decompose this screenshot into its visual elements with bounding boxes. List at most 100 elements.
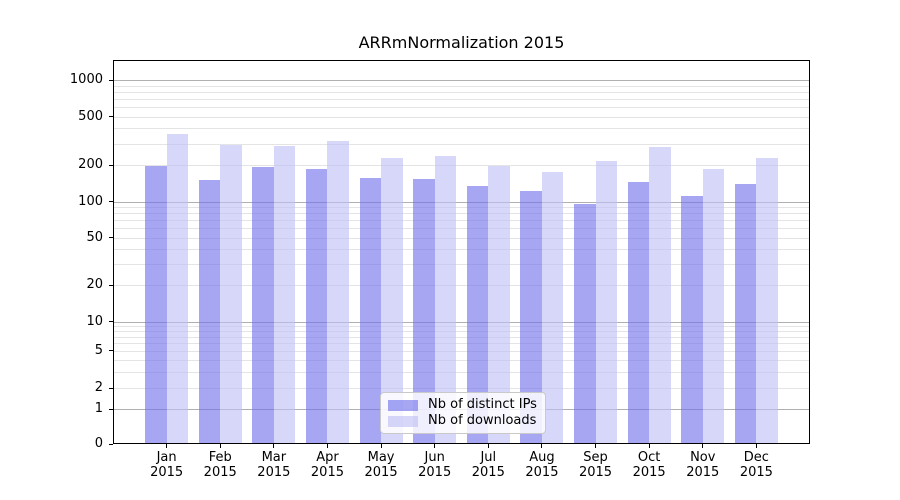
y-tick-mark	[109, 164, 113, 166]
gridline-minor	[114, 85, 809, 87]
bar-nb-of-downloads-feb	[220, 145, 242, 443]
y-tick-label: 20	[86, 277, 103, 293]
bar-nb-of-downloads-sep	[595, 160, 618, 443]
gridline-minor	[114, 336, 809, 338]
legend-label-distinct-ips: Nb of distinct IPs	[428, 397, 537, 412]
bar-nb-of-distinct-ips-feb	[198, 180, 221, 443]
bar-nb-of-distinct-ips-apr	[305, 169, 328, 443]
gridline-minor	[114, 249, 809, 251]
x-tick-mark	[648, 444, 650, 448]
x-tick-mark	[380, 444, 382, 448]
bar-nb-of-distinct-ips-sep	[574, 203, 596, 443]
x-tick-label: May 2015	[364, 450, 398, 480]
y-tick-mark	[109, 284, 113, 286]
gridline-minor	[114, 91, 809, 93]
gridline-major	[114, 201, 809, 203]
y-tick-label: 1000	[69, 72, 103, 87]
y-tick-label: 1	[94, 401, 103, 416]
gridline-minor	[114, 165, 809, 166]
bar-nb-of-distinct-ips-jul	[466, 185, 489, 443]
y-tick-label: 0	[94, 436, 103, 451]
legend-swatch-downloads	[388, 415, 418, 427]
x-tick-mark	[434, 444, 436, 448]
gridline-minor	[114, 143, 809, 145]
bar-nb-of-distinct-ips-nov	[681, 196, 703, 443]
bar-nb-of-downloads-dec	[756, 157, 778, 443]
gridline-minor	[114, 371, 809, 373]
y-tick-mark	[109, 201, 113, 203]
y-tick-mark	[109, 237, 113, 239]
legend-entry-downloads: Nb of downloads	[388, 414, 537, 428]
bar-nb-of-distinct-ips-jun	[413, 178, 435, 443]
y-tick-mark	[109, 321, 113, 323]
x-tick-label: Aug 2015	[525, 450, 559, 480]
y-tick-mark	[109, 79, 113, 81]
gridline-major	[114, 321, 809, 323]
gridline-minor	[114, 331, 809, 333]
x-tick-mark	[326, 444, 328, 448]
x-tick-label: Oct 2015	[632, 450, 666, 480]
y-tick-mark	[109, 443, 113, 445]
x-tick-label: Jun 2015	[418, 450, 452, 480]
x-tick-label: Jan 2015	[150, 450, 184, 480]
bar-nb-of-downloads-jan	[166, 133, 189, 443]
bar-nb-of-downloads-oct	[649, 146, 671, 443]
chart-title: ARRmNormalization 2015	[358, 33, 565, 52]
gridline-minor	[114, 359, 809, 361]
gridline-minor	[114, 116, 809, 118]
y-tick-mark	[109, 387, 113, 389]
gridline-minor	[114, 228, 809, 230]
gridline-major	[114, 80, 809, 81]
gridline-minor	[114, 220, 809, 222]
bar-nb-of-downloads-may	[381, 158, 403, 443]
bar-nb-of-distinct-ips-mar	[252, 167, 274, 443]
gridline-minor	[114, 207, 809, 209]
y-tick-label: 200	[78, 157, 103, 172]
x-tick-label: Jul 2015	[471, 450, 505, 480]
x-tick-mark	[755, 444, 757, 448]
bar-nb-of-distinct-ips-may	[359, 177, 382, 443]
x-tick-label: Mar 2015	[257, 450, 291, 480]
gridline-minor	[114, 98, 809, 100]
gridline-minor	[114, 213, 809, 215]
bar-nb-of-distinct-ips-dec	[734, 184, 757, 443]
y-tick-label: 10	[86, 313, 103, 329]
y-tick-mark	[109, 116, 113, 118]
bar-nb-of-downloads-apr	[327, 141, 349, 443]
y-tick-label: 5	[94, 342, 103, 358]
y-tick-label: 100	[78, 193, 103, 209]
legend-swatch-distinct-ips	[388, 399, 418, 411]
gridline-minor	[114, 264, 809, 266]
x-tick-label: Dec 2015	[739, 450, 773, 480]
x-tick-mark	[541, 444, 543, 448]
x-tick-mark	[219, 444, 221, 448]
gridline-minor	[114, 285, 809, 287]
bar-nb-of-distinct-ips-aug	[520, 190, 542, 443]
x-tick-label: Apr 2015	[310, 450, 344, 480]
plot-area	[113, 60, 810, 444]
x-tick-mark	[595, 444, 597, 448]
bar-nb-of-downloads-mar	[273, 146, 296, 443]
gridline-minor	[114, 326, 809, 328]
x-tick-mark	[487, 444, 489, 448]
bar-nb-of-distinct-ips-oct	[627, 182, 650, 443]
x-tick-mark	[166, 444, 168, 448]
x-tick-label: Sep 2015	[578, 450, 613, 480]
gridline-minor	[114, 343, 809, 345]
legend: Nb of distinct IPs Nb of downloads	[380, 392, 546, 434]
y-tick-mark	[109, 350, 113, 352]
x-tick-label: Feb 2015	[203, 450, 237, 480]
gridline-minor	[114, 237, 809, 239]
bar-nb-of-downloads-jul	[488, 165, 510, 443]
y-tick-mark	[109, 408, 113, 410]
bar-nb-of-downloads-nov	[702, 169, 725, 443]
bar-nb-of-downloads-aug	[541, 171, 564, 443]
y-tick-label: 50	[86, 229, 103, 245]
gridline-minor	[114, 107, 809, 109]
gridline-minor	[114, 350, 809, 352]
x-tick-mark	[273, 444, 275, 448]
x-tick-mark	[702, 444, 704, 448]
x-tick-label: Nov 2015	[686, 450, 720, 480]
legend-entry-distinct-ips: Nb of distinct IPs	[388, 398, 537, 412]
